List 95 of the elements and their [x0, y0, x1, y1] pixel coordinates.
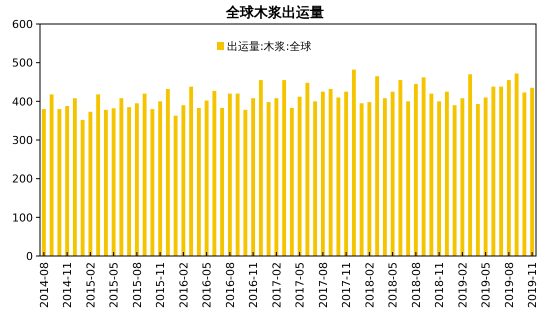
x-tick-label: 2017-08	[316, 262, 330, 308]
bar	[57, 109, 62, 256]
y-tick-label: 200	[12, 172, 33, 186]
x-tick-label: 2019-05	[480, 262, 493, 308]
bar	[491, 86, 496, 256]
bar	[344, 92, 348, 256]
x-tick-label: 2017-02	[270, 262, 284, 308]
bar	[158, 101, 162, 256]
x-tick-label: 2018-02	[363, 262, 376, 308]
bar	[460, 98, 464, 256]
bar	[352, 70, 356, 256]
bar	[336, 97, 340, 256]
bar	[96, 94, 100, 256]
x-tick-label: 2016-02	[177, 262, 190, 308]
bar	[320, 92, 325, 256]
x-tick-label: 2018-05	[386, 262, 400, 308]
bar	[452, 105, 457, 256]
x-tick-label: 2015-02	[84, 262, 98, 308]
bar	[196, 108, 201, 256]
bar	[367, 102, 372, 256]
x-tick-label: 2015-11	[154, 262, 168, 308]
x-tick-label: 2019-11	[526, 262, 540, 308]
bar	[298, 96, 302, 256]
bar	[375, 76, 380, 256]
bar	[104, 110, 108, 256]
bar	[42, 109, 46, 256]
y-tick-label: 400	[12, 95, 33, 108]
bar	[313, 101, 318, 256]
bar	[484, 97, 488, 256]
bar	[290, 108, 294, 256]
x-tick-label: 2015-05	[108, 262, 121, 308]
bar	[530, 88, 534, 256]
x-tick-label: 2016-11	[247, 262, 260, 308]
y-tick-label: 100	[12, 211, 33, 224]
x-tick-label: 2019-02	[456, 262, 470, 308]
bar	[422, 77, 426, 256]
x-tick-label: 2016-05	[200, 262, 214, 308]
bar	[251, 98, 256, 256]
bar	[112, 108, 116, 256]
bar	[437, 101, 442, 256]
chart-title: 全球木浆出运量	[225, 5, 324, 21]
legend-label: 出运量:木浆:全球	[227, 40, 312, 53]
bar	[243, 110, 248, 256]
bar	[499, 86, 504, 256]
x-tick-label: 2014-08	[38, 262, 51, 308]
x-tick-label: 2016-08	[224, 262, 237, 308]
x-tick-label: 2017-11	[340, 262, 354, 308]
bar	[212, 90, 216, 256]
bar	[522, 92, 526, 256]
bar	[220, 108, 224, 256]
bar	[236, 94, 240, 256]
bar	[398, 80, 402, 256]
bar	[414, 84, 418, 256]
bar	[166, 88, 170, 256]
bar	[444, 92, 449, 256]
y-tick-label: 300	[12, 134, 33, 147]
x-tick-label: 2018-11	[433, 262, 446, 308]
bar	[204, 100, 209, 256]
x-tick-label: 2014-11	[61, 262, 74, 308]
bar	[142, 94, 147, 256]
bar	[88, 112, 92, 256]
bar	[282, 80, 286, 256]
bar	[514, 73, 519, 256]
bar	[50, 94, 54, 256]
bar	[266, 102, 271, 256]
y-tick-label: 0	[26, 250, 33, 263]
bar	[506, 80, 511, 256]
bar	[390, 92, 395, 256]
bar	[360, 103, 364, 256]
bar	[429, 94, 434, 256]
bar	[134, 103, 139, 256]
bar	[189, 86, 194, 256]
bar	[258, 80, 263, 256]
bar	[127, 107, 132, 256]
bar	[80, 120, 85, 256]
bar	[228, 94, 232, 256]
x-tick-label: 2018-08	[410, 262, 423, 308]
bar	[72, 98, 77, 256]
bar	[382, 98, 387, 256]
y-tick-label: 500	[12, 56, 33, 70]
bar	[181, 105, 186, 256]
bar	[119, 98, 124, 256]
bar	[274, 98, 278, 256]
bar	[468, 74, 472, 256]
bar	[65, 106, 70, 256]
bar	[150, 109, 154, 256]
bar	[476, 104, 480, 256]
bar	[305, 82, 310, 256]
bar	[174, 116, 178, 256]
x-tick-label: 2015-08	[130, 262, 144, 308]
x-tick-label: 2017-05	[294, 262, 307, 308]
x-tick-label: 2019-08	[502, 262, 516, 308]
bar	[406, 101, 410, 256]
y-tick-label: 600	[12, 18, 33, 31]
bar	[328, 88, 333, 256]
